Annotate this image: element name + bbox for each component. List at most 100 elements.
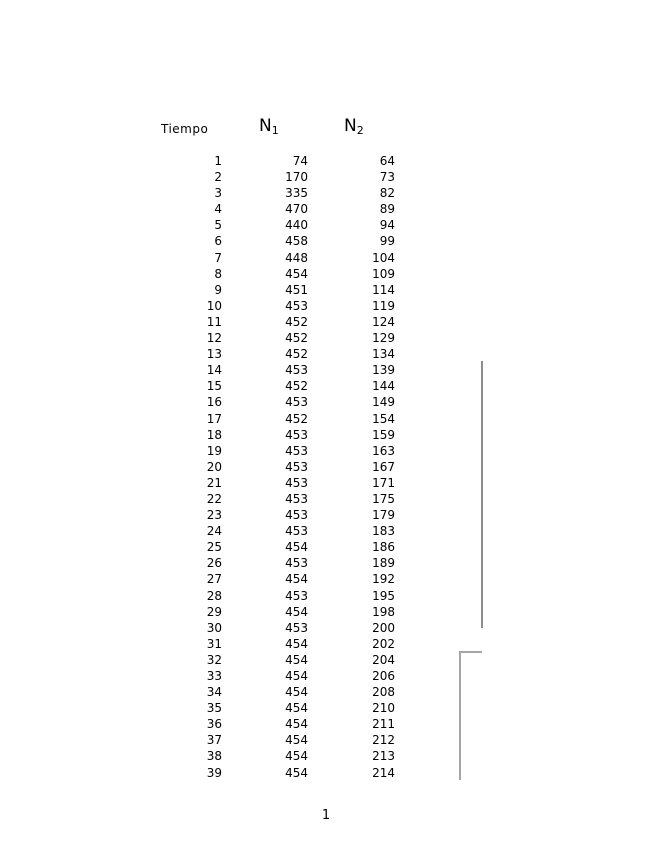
table-row: 30 453 200: [160, 620, 395, 636]
column-header-tiempo: Tiempo: [161, 122, 209, 136]
n1-cell: 335: [285, 186, 308, 201]
n2-cell: 189: [372, 556, 395, 571]
n2-cell: 104: [372, 250, 395, 265]
n1-cell: 454: [285, 540, 308, 555]
n1-cell: 453: [285, 524, 308, 539]
table-row: 28 453 195: [160, 588, 395, 604]
n2-cell: 82: [379, 186, 395, 201]
tiempo-cell: 16: [206, 395, 222, 410]
n1-cell: 454: [285, 749, 308, 764]
n2-cell: 192: [372, 572, 395, 587]
tiempo-cell: 35: [206, 701, 222, 716]
table-row: 34 454 208: [160, 684, 395, 700]
table-row: 4 470 89: [160, 201, 395, 217]
tiempo-cell: 25: [206, 540, 222, 555]
table-row: 20 453 167: [160, 459, 395, 475]
table-row: 37 454 212: [160, 732, 395, 748]
n2-cell: 167: [372, 459, 395, 474]
n2-cell: 202: [372, 636, 395, 651]
n1-cell: 170: [285, 170, 308, 185]
n2-cell: 198: [372, 604, 395, 619]
table-row: 33 454 206: [160, 668, 395, 684]
n2-cell: 114: [372, 282, 395, 297]
n2-cell: 129: [372, 331, 395, 346]
tiempo-cell: 29: [206, 604, 222, 619]
n1-cell: 452: [285, 411, 308, 426]
n1-cell: 454: [285, 733, 308, 748]
table-row: 6 458 99: [160, 233, 395, 249]
n2-cell: 73: [379, 170, 395, 185]
n2-cell: 109: [372, 266, 395, 281]
tiempo-cell: 15: [206, 379, 222, 394]
tiempo-cell: 10: [206, 298, 222, 313]
n1-cell: 454: [285, 636, 308, 651]
tiempo-cell: 11: [206, 314, 222, 329]
n1-cell: 453: [285, 443, 308, 458]
n2-cell: 94: [379, 218, 395, 233]
tiempo-cell: 30: [206, 620, 222, 635]
n2-cell: 212: [372, 733, 395, 748]
n1-subscript: 1: [271, 124, 279, 137]
table-row: 1 74 64: [160, 153, 395, 169]
n1-cell: 454: [285, 266, 308, 281]
tiempo-cell: 5: [214, 218, 222, 233]
n2-cell: 154: [372, 411, 395, 426]
n1-cell: 453: [285, 491, 308, 506]
table-row: 8 454 109: [160, 266, 395, 282]
data-table: 1 74 64 2 170 73 3 335 82 4 470 89 5 440 94 6 458 99 7 448 1…: [160, 153, 395, 781]
n2-cell: 144: [372, 379, 395, 394]
n1-cell: 454: [285, 701, 308, 716]
n1-cell: 453: [285, 395, 308, 410]
table-row: 14 453 139: [160, 362, 395, 378]
table-row: 3 335 82: [160, 185, 395, 201]
tiempo-cell: 28: [206, 588, 222, 603]
tiempo-cell: 13: [206, 347, 222, 362]
table-row: 21 453 171: [160, 475, 395, 491]
n1-cell: 454: [285, 685, 308, 700]
n2-cell: 134: [372, 347, 395, 362]
n2-cell: 179: [372, 508, 395, 523]
table-row: 18 453 159: [160, 427, 395, 443]
n2-cell: 89: [379, 202, 395, 217]
n2-subscript: 2: [356, 124, 364, 137]
n1-cell: 454: [285, 765, 308, 780]
table-row: 24 453 183: [160, 523, 395, 539]
n1-cell: 440: [285, 218, 308, 233]
n1-cell: 453: [285, 363, 308, 378]
table-row: 32 454 204: [160, 652, 395, 668]
n2-cell: 139: [372, 363, 395, 378]
table-row: 29 454 198: [160, 604, 395, 620]
table-row: 11 452 124: [160, 314, 395, 330]
n1-cell: 453: [285, 588, 308, 603]
tiempo-cell: 19: [206, 443, 222, 458]
table-row: 5 440 94: [160, 217, 395, 233]
n2-cell: 171: [372, 475, 395, 490]
tiempo-cell: 22: [206, 491, 222, 506]
tiempo-cell: 1: [214, 154, 222, 168]
n1-cell: 454: [285, 652, 308, 667]
column-header-n1: N1: [259, 116, 279, 136]
tiempo-cell: 26: [206, 556, 222, 571]
n1-cell: 453: [285, 475, 308, 490]
n1-base: N: [259, 116, 272, 136]
table-row: 25 454 186: [160, 539, 395, 555]
tiempo-cell: 31: [206, 636, 222, 651]
tiempo-cell: 23: [206, 508, 222, 523]
tiempo-cell: 2: [214, 170, 222, 185]
tiempo-cell: 24: [206, 524, 222, 539]
vertical-line-annotation: [481, 361, 483, 628]
tiempo-cell: 27: [206, 572, 222, 587]
n2-cell: 159: [372, 427, 395, 442]
table-row: 12 452 129: [160, 330, 395, 346]
tiempo-cell: 17: [206, 411, 222, 426]
n1-cell: 454: [285, 717, 308, 732]
table-row: 39 454 214: [160, 765, 395, 781]
n1-cell: 452: [285, 314, 308, 329]
n1-cell: 453: [285, 556, 308, 571]
tiempo-cell: 21: [206, 475, 222, 490]
tiempo-cell: 7: [214, 250, 222, 265]
n2-cell: 211: [372, 717, 395, 732]
n1-cell: 454: [285, 604, 308, 619]
table-row: 7 448 104: [160, 250, 395, 266]
